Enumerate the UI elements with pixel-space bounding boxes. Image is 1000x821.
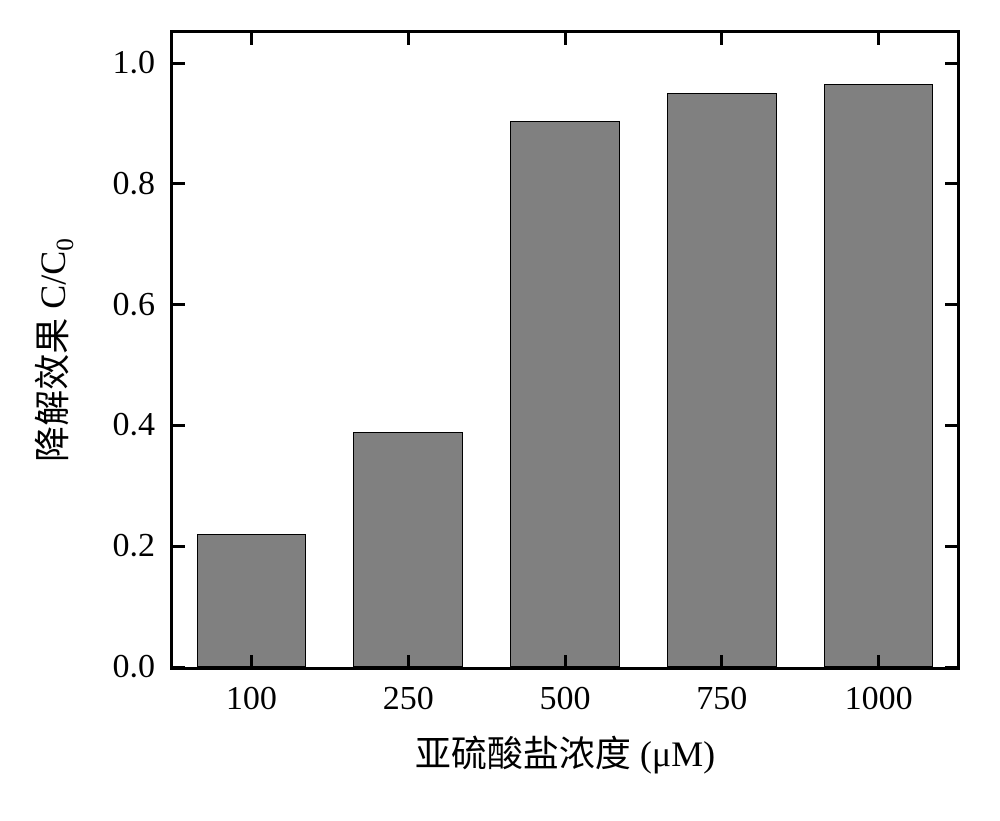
y-tick bbox=[945, 424, 957, 427]
x-tick-label: 750 bbox=[696, 680, 747, 718]
x-axis-title: 亚硫酸盐浓度 (μM) bbox=[415, 725, 715, 777]
y-tick bbox=[173, 182, 185, 185]
y-tick bbox=[173, 666, 185, 669]
y-tick bbox=[173, 545, 185, 548]
y-axis-title-text: 降解效果 C/C0 bbox=[33, 238, 73, 462]
x-tick-label: 500 bbox=[540, 680, 591, 718]
y-tick bbox=[945, 62, 957, 65]
y-tick bbox=[173, 62, 185, 65]
x-tick bbox=[720, 33, 723, 45]
x-tick bbox=[564, 33, 567, 45]
y-tick bbox=[945, 182, 957, 185]
bar-chart: 0.00.20.40.60.81.01002505007501000 降解效果 … bbox=[0, 0, 1000, 821]
y-tick bbox=[945, 303, 957, 306]
x-tick bbox=[877, 655, 880, 667]
x-tick bbox=[564, 655, 567, 667]
y-tick-label: 1.0 bbox=[0, 44, 155, 82]
x-tick bbox=[720, 655, 723, 667]
x-tick bbox=[250, 33, 253, 45]
y-tick-label: 0.2 bbox=[0, 527, 155, 565]
bar bbox=[510, 121, 620, 667]
y-tick bbox=[173, 424, 185, 427]
x-tick-label: 100 bbox=[226, 680, 277, 718]
y-tick bbox=[945, 666, 957, 669]
x-tick bbox=[250, 655, 253, 667]
x-tick bbox=[407, 655, 410, 667]
y-tick bbox=[173, 303, 185, 306]
x-tick bbox=[407, 33, 410, 45]
x-tick-label: 250 bbox=[383, 680, 434, 718]
y-tick bbox=[945, 545, 957, 548]
bar bbox=[353, 432, 463, 667]
bar bbox=[197, 534, 307, 667]
x-tick bbox=[877, 33, 880, 45]
bar bbox=[667, 93, 777, 667]
bar bbox=[824, 84, 934, 667]
y-tick-label: 0.8 bbox=[0, 165, 155, 203]
x-tick-label: 1000 bbox=[845, 680, 913, 718]
y-tick-label: 0.0 bbox=[0, 648, 155, 686]
y-axis-title: 降解效果 C/C0 bbox=[24, 238, 76, 462]
